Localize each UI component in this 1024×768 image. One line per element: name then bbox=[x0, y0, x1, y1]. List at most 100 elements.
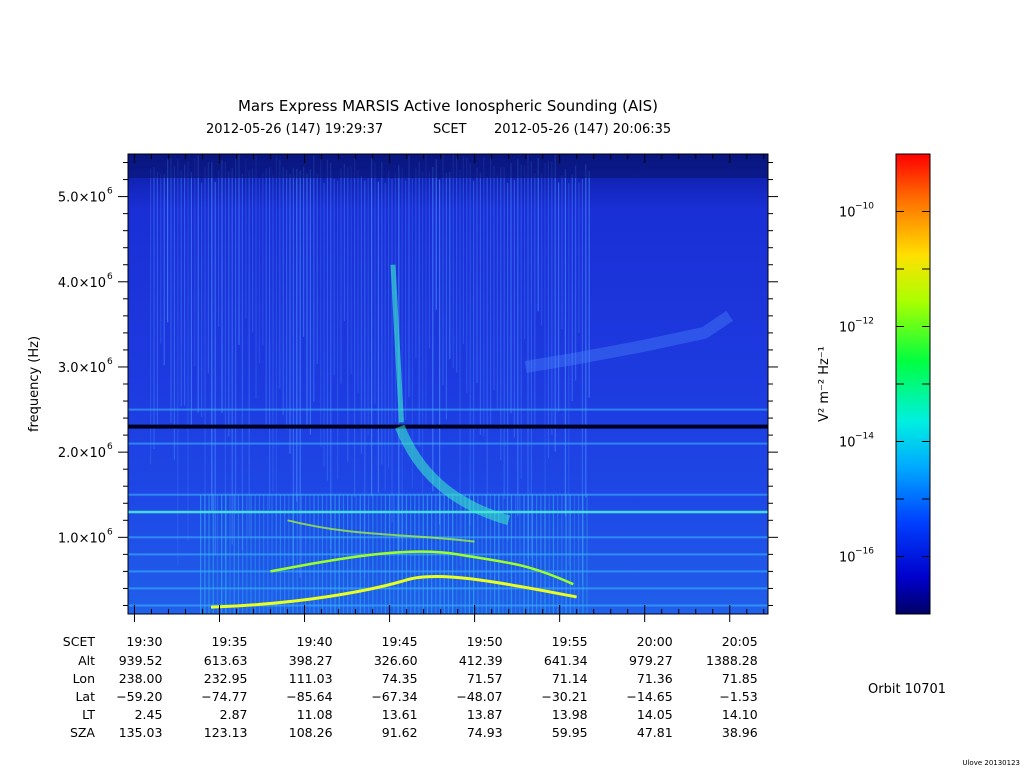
stripe bbox=[408, 155, 410, 397]
stripe bbox=[554, 154, 556, 452]
ephemeris-value: 11.08 bbox=[297, 707, 333, 722]
stripe bbox=[303, 167, 305, 337]
ephemeris-value: 19:30 bbox=[126, 634, 162, 649]
stripe bbox=[343, 163, 345, 322]
stripe bbox=[418, 161, 420, 448]
stripe bbox=[292, 167, 294, 570]
cyan-line bbox=[128, 510, 768, 514]
ephemeris-value: 74.35 bbox=[382, 671, 418, 686]
stripe bbox=[214, 181, 216, 556]
stripe bbox=[517, 159, 519, 517]
footer-credit: Ulove 20130123 bbox=[962, 759, 1020, 767]
stripe bbox=[279, 159, 281, 389]
ephemeris-row-label: SZA bbox=[70, 725, 95, 740]
y-tick-label-exponent: 6 bbox=[107, 187, 113, 197]
colorbar-label: V² m⁻² Hz⁻¹ bbox=[817, 346, 832, 422]
echo-traces bbox=[210, 264, 734, 609]
ephemeris-value: 71.14 bbox=[552, 671, 588, 686]
ephemeris-row-label: Lat bbox=[75, 689, 95, 704]
ephemeris-value: −59.20 bbox=[116, 689, 162, 704]
stripe bbox=[360, 176, 362, 454]
ephemeris-value: 71.85 bbox=[722, 671, 758, 686]
colorbar-tick-label-exponent: −12 bbox=[855, 317, 874, 327]
y-tick-label: 2.0×10 bbox=[58, 446, 106, 461]
harmonic-line bbox=[128, 553, 768, 556]
ephemeris-value: −48.07 bbox=[456, 689, 502, 704]
harmonic-line bbox=[128, 604, 768, 607]
stripe bbox=[357, 170, 359, 393]
ephemeris-value: 74.93 bbox=[467, 725, 503, 740]
y-ticks: 1.0×10 62.0×10 63.0×10 64.0×10 65.0×10 6 bbox=[58, 162, 778, 606]
colorbar-tick-label: 10 bbox=[839, 551, 856, 566]
ephemeris-value: 20:05 bbox=[722, 634, 758, 649]
stripe bbox=[197, 155, 199, 413]
stripe bbox=[432, 167, 434, 492]
ephemeris-value: 71.57 bbox=[467, 671, 503, 686]
ephemeris-value: 71.36 bbox=[637, 671, 673, 686]
stripe bbox=[547, 160, 549, 458]
stripe bbox=[588, 170, 590, 398]
stripe bbox=[428, 172, 430, 349]
ephemeris-value: −14.65 bbox=[626, 689, 672, 704]
spectrogram-plot-area bbox=[128, 154, 768, 614]
stripe bbox=[207, 161, 209, 374]
stripe bbox=[388, 170, 390, 469]
ephemeris-value: 38.96 bbox=[722, 725, 758, 740]
ephemeris-row-label: Alt bbox=[78, 653, 95, 668]
ephemeris-value: −30.21 bbox=[541, 689, 587, 704]
ephemeris-value: −74.77 bbox=[201, 689, 247, 704]
stripe bbox=[211, 162, 213, 512]
ephemeris-value: 19:45 bbox=[382, 634, 418, 649]
ephemeris-value: 412.39 bbox=[459, 653, 503, 668]
stripe bbox=[578, 182, 580, 333]
ephemeris-value: 13.61 bbox=[382, 707, 418, 722]
stripe bbox=[337, 180, 339, 479]
stripe bbox=[153, 167, 155, 450]
upper-echo-trace bbox=[287, 519, 475, 543]
gap-line bbox=[128, 424, 768, 429]
stripe bbox=[449, 171, 451, 360]
stripe bbox=[564, 169, 566, 517]
stripe bbox=[401, 167, 403, 543]
ephemeris-value: 1388.28 bbox=[706, 653, 758, 668]
stripe bbox=[513, 180, 515, 438]
stripe bbox=[568, 183, 570, 566]
ephemeris-value: 19:35 bbox=[211, 634, 247, 649]
stripe bbox=[561, 175, 563, 329]
stripe bbox=[364, 180, 366, 578]
stripe bbox=[571, 174, 573, 402]
stripe bbox=[289, 173, 291, 454]
stripe bbox=[306, 173, 308, 426]
ephemeris-row-label: LT bbox=[82, 707, 95, 722]
y-tick-label: 5.0×10 bbox=[58, 191, 106, 206]
stripe bbox=[231, 167, 233, 545]
stripe bbox=[354, 157, 356, 498]
stripe bbox=[163, 174, 165, 366]
ephemeris-value: 14.10 bbox=[722, 707, 758, 722]
ephemeris-value: 613.63 bbox=[204, 653, 248, 668]
time-frame: SCET bbox=[433, 122, 467, 137]
stripe bbox=[510, 163, 512, 414]
colorbar-tick-label: 10 bbox=[839, 206, 856, 221]
stripe bbox=[170, 157, 172, 424]
y-tick-label: 1.0×10 bbox=[58, 531, 106, 546]
time-start: 2012-05-26 (147) 19:29:37 bbox=[206, 122, 383, 137]
stripe bbox=[228, 171, 230, 437]
stripe bbox=[462, 156, 464, 344]
stripe bbox=[415, 167, 417, 359]
stripe bbox=[187, 161, 189, 542]
colorbar-tick-label-exponent: −10 bbox=[855, 202, 874, 212]
stripe bbox=[507, 183, 509, 541]
stripe bbox=[177, 159, 179, 566]
stripe bbox=[245, 159, 247, 319]
stripe bbox=[224, 162, 226, 561]
stripe bbox=[323, 182, 325, 467]
ephemeris-value: 20:00 bbox=[637, 634, 673, 649]
stripe bbox=[479, 172, 481, 435]
stripe bbox=[520, 164, 522, 479]
stripe bbox=[473, 180, 475, 506]
colorbar-tick-label: 10 bbox=[839, 436, 856, 451]
stripe bbox=[435, 159, 437, 310]
stripe bbox=[180, 170, 182, 407]
